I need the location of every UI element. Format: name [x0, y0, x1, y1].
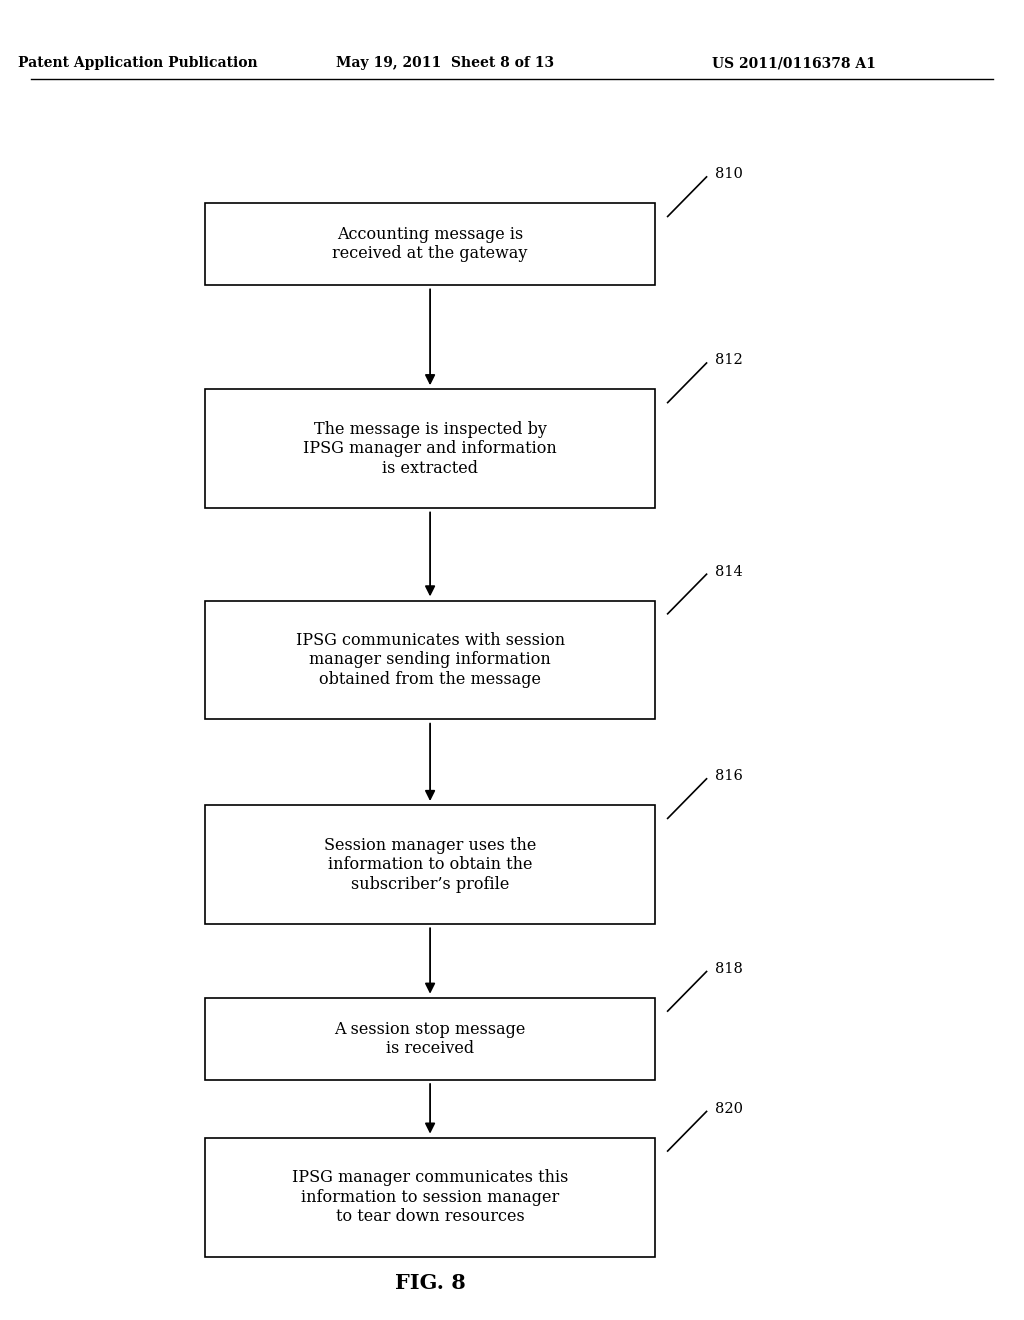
Text: A session stop message
is received: A session stop message is received — [335, 1020, 525, 1057]
Bar — [205, 203, 655, 285]
Text: 814: 814 — [715, 565, 742, 578]
Text: Session manager uses the
information to obtain the
subscriber’s profile: Session manager uses the information to … — [324, 837, 537, 892]
Text: Accounting message is
received at the gateway: Accounting message is received at the ga… — [333, 226, 527, 263]
Text: 816: 816 — [715, 770, 742, 783]
Text: 818: 818 — [715, 962, 742, 975]
Text: IPSG communicates with session
manager sending information
obtained from the mes: IPSG communicates with session manager s… — [296, 632, 564, 688]
Bar — [205, 601, 655, 719]
Text: 810: 810 — [715, 168, 742, 181]
Text: The message is inspected by
IPSG manager and information
is extracted: The message is inspected by IPSG manager… — [303, 421, 557, 477]
Text: 812: 812 — [715, 354, 742, 367]
Text: May 19, 2011  Sheet 8 of 13: May 19, 2011 Sheet 8 of 13 — [336, 57, 555, 70]
Bar — [205, 805, 655, 924]
Text: Patent Application Publication: Patent Application Publication — [18, 57, 258, 70]
Text: IPSG manager communicates this
information to session manager
to tear down resou: IPSG manager communicates this informati… — [292, 1170, 568, 1225]
Text: FIG. 8: FIG. 8 — [394, 1272, 466, 1294]
Bar — [205, 998, 655, 1080]
Bar — [205, 389, 655, 508]
Text: US 2011/0116378 A1: US 2011/0116378 A1 — [712, 57, 876, 70]
Bar — [205, 1138, 655, 1257]
Text: 820: 820 — [715, 1102, 742, 1115]
